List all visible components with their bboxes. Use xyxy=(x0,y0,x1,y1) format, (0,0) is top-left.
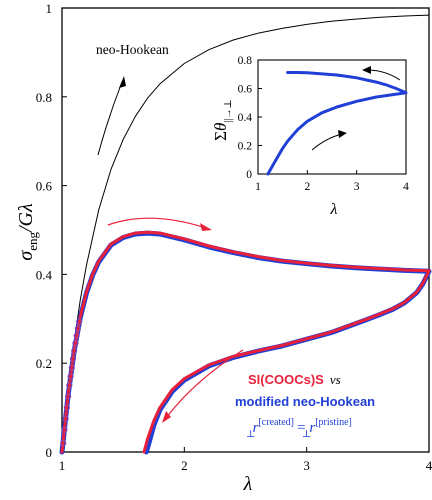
series-marker-point xyxy=(76,318,83,326)
main-y-tick-label: 0.8 xyxy=(36,90,52,105)
main-x-tick-label: 3 xyxy=(303,458,310,473)
y-label-sub: eng xyxy=(25,232,40,251)
series-marker-point xyxy=(74,325,82,332)
inset-y-sigma: Σ xyxy=(211,131,230,141)
main-tick-labels: 1 2 3 4 0 0.2 0.4 0.6 0.8 1 xyxy=(36,1,432,473)
main-y-tick-label: 0 xyxy=(46,445,53,460)
arrow-unloading xyxy=(165,349,244,419)
main-y-tick-label: 0.4 xyxy=(36,267,53,282)
series-marker-point xyxy=(60,440,67,447)
series-marker-point xyxy=(71,347,78,354)
inset-arrows xyxy=(311,66,401,151)
legend-si-label: SI(COOCs)S xyxy=(248,372,324,387)
inset-y-tick-label: 0.6 xyxy=(238,84,253,96)
arrow-unloading-head xyxy=(162,411,171,423)
inset-y-sub: ||→⊥ xyxy=(223,99,234,122)
inset-x-tick-label: 3 xyxy=(354,181,360,193)
inset-series-curve xyxy=(266,71,408,176)
main-plot-frame xyxy=(61,7,430,453)
main-y-tick-label: 0.6 xyxy=(36,179,53,194)
series-si-loading xyxy=(60,230,431,454)
main-y-tick-label: 0.2 xyxy=(36,356,52,371)
main-arrows xyxy=(97,76,244,423)
inset-arrow-top-head xyxy=(362,66,371,74)
inset-x-tick-label: 1 xyxy=(255,181,261,193)
svg-text:Σθ||→⊥: Σθ||→⊥ xyxy=(211,99,234,141)
inset-y-tick-label: 0.2 xyxy=(238,141,253,153)
main-x-axis-label: λ xyxy=(243,473,253,495)
inset-x-axis-label: λ xyxy=(330,201,338,218)
main-x-tick-label: 1 xyxy=(59,458,66,473)
main-x-tick-label: 4 xyxy=(426,458,432,473)
neo-hookean-label: neo-Hookean xyxy=(96,42,169,57)
legend-r2: r xyxy=(309,420,315,436)
inset-x-tick-label: 4 xyxy=(403,181,409,193)
series-modified-neo-hookean xyxy=(59,230,432,455)
legend-sup2: [pristine] xyxy=(315,417,352,428)
inset-y-theta: θ xyxy=(211,123,230,131)
series-marker-point xyxy=(61,426,68,433)
main-y-tick-label: 1 xyxy=(46,1,53,16)
series-neo-hookean xyxy=(61,14,430,453)
legend-vs-label: vs xyxy=(330,372,341,387)
arrow-neo-hookean-head xyxy=(119,76,126,88)
series-marker-point xyxy=(65,393,72,400)
series-marker-point xyxy=(67,373,74,380)
legend: SI(COOCs)S vs modified neo-Hookean r[crea… xyxy=(235,372,375,440)
series-marker-point xyxy=(63,404,70,411)
inset-tick-labels: 1 2 3 4 0 0.2 0.4 0.6 0.8 xyxy=(238,55,410,193)
inset-y-tick-label: 0.8 xyxy=(238,55,253,67)
inset-arrow-bottom-head xyxy=(338,130,347,138)
legend-line-3: r[created] ⊥ = r[pristine] ⊥ xyxy=(246,417,352,440)
y-label-sigma: σ xyxy=(15,250,37,261)
legend-eq: = xyxy=(293,420,309,436)
inset-x-tick-label: 2 xyxy=(304,181,310,193)
series-marker-point xyxy=(72,340,79,347)
y-label-rest: /Gλ xyxy=(15,203,37,233)
legend-sub2: ⊥ xyxy=(302,429,311,440)
series-si-unloading xyxy=(142,269,431,454)
inset-ticks xyxy=(257,59,407,175)
inset-y-axis-label: Σθ||→⊥ xyxy=(211,99,234,141)
arrow-loading-head xyxy=(200,223,212,231)
inset-y-tick-label: 0 xyxy=(246,169,252,181)
legend-r1: r xyxy=(253,420,259,436)
inset-series xyxy=(266,71,408,176)
series-marker-point xyxy=(62,415,69,422)
arrow-loading xyxy=(107,217,207,229)
arrow-neo-hookean xyxy=(97,81,123,156)
series-marker-point xyxy=(69,355,77,362)
main-y-axis-label: σeng/Gλ xyxy=(15,203,40,261)
legend-sub1: ⊥ xyxy=(246,429,255,440)
series-marker-point xyxy=(73,332,80,339)
main-x-tick-label: 2 xyxy=(181,458,188,473)
legend-line-2: modified neo-Hookean xyxy=(235,394,375,409)
svg-text:σeng/Gλ: σeng/Gλ xyxy=(15,203,40,261)
series-marker-point xyxy=(68,364,75,371)
legend-sup1: [created] xyxy=(258,417,294,428)
series-marker-point xyxy=(66,382,73,389)
inset-y-tick-label: 0.4 xyxy=(238,112,253,124)
legend-line-1: SI(COOCs)S vs xyxy=(248,372,341,387)
